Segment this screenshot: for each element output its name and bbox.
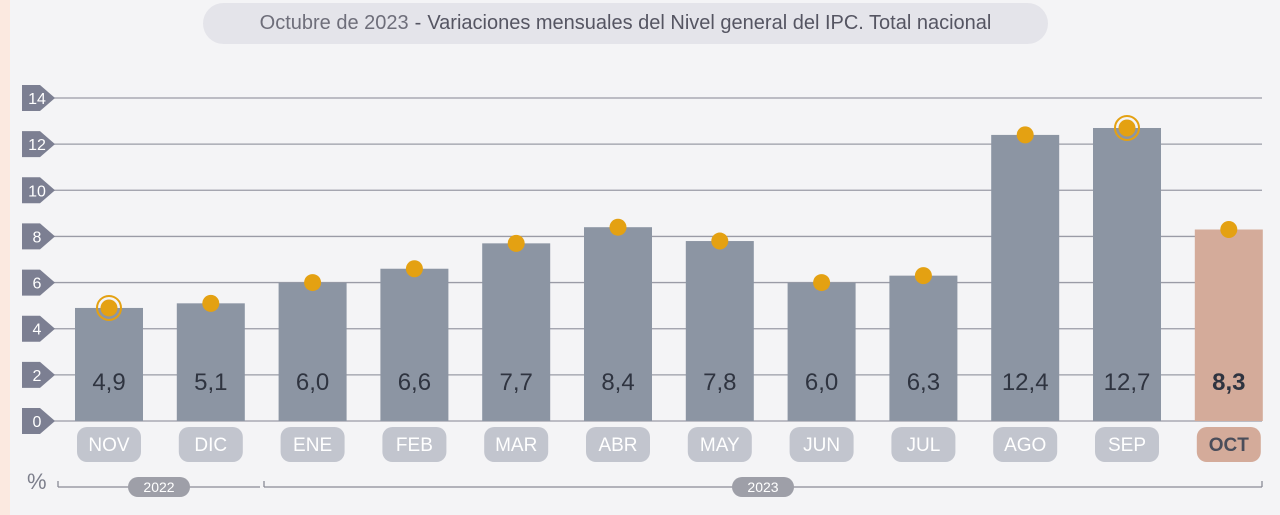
y-tick-label: 6 xyxy=(33,276,42,293)
x-label-pill xyxy=(789,427,854,462)
x-label: MAR xyxy=(495,435,537,456)
bar xyxy=(1093,127,1161,421)
marker-ring xyxy=(1114,114,1140,141)
left-accent-strip xyxy=(0,0,10,515)
y-tick-label: 4 xyxy=(33,322,42,339)
marker xyxy=(1118,119,1136,137)
value-label: 6,0 xyxy=(296,369,329,396)
x-label: JUL xyxy=(907,435,941,456)
y-axis: 0 2 4 6 8 10 12 14 xyxy=(22,85,55,434)
bar xyxy=(75,307,143,421)
marker xyxy=(914,267,932,285)
bar xyxy=(278,282,347,421)
y-tick-badge xyxy=(22,223,55,250)
y-tick-badge xyxy=(22,131,55,158)
y-tick-label: 12 xyxy=(28,137,46,154)
bar xyxy=(1194,229,1263,421)
title-text: Variaciones mensuales del Nivel general … xyxy=(427,12,992,34)
marker xyxy=(507,234,525,252)
x-label: JUN xyxy=(803,435,840,456)
value-label: 6,0 xyxy=(805,369,838,396)
title-date: Octubre de 2023 xyxy=(259,12,409,34)
x-axis-labels: NOV DIC ENE FEB MAR ABR MAY JUN JUL AGO SEP OCT xyxy=(77,427,1261,462)
marker xyxy=(609,218,627,236)
marker xyxy=(304,274,322,292)
marker-ring xyxy=(96,294,122,321)
bar xyxy=(176,303,245,421)
value-label: 7,7 xyxy=(500,369,533,396)
bar xyxy=(685,241,754,421)
chart-title: Octubre de 2023 - Variaciones mensuales … xyxy=(203,3,1048,44)
x-label: AGO xyxy=(1004,435,1046,456)
year-groups: 2022 2023 xyxy=(57,477,1263,497)
y-tick-label: 14 xyxy=(28,91,46,108)
y-tick-badge xyxy=(22,177,55,204)
x-label: NOV xyxy=(88,435,130,456)
title-separator: - xyxy=(414,12,422,34)
marker xyxy=(100,299,118,317)
x-label: SEP xyxy=(1108,435,1146,456)
x-label: ENE xyxy=(293,435,332,456)
unit-label: % xyxy=(27,469,47,494)
value-labels: 4,9 5,1 6,0 6,6 7,7 8,4 7,8 6,0 6,3 12,4 12,7 8,3 xyxy=(92,369,1245,396)
value-label: 12,4 xyxy=(1002,369,1049,396)
markers xyxy=(96,114,1238,321)
marker xyxy=(813,274,831,292)
x-label-pill xyxy=(1196,427,1261,462)
x-label: FEB xyxy=(396,435,433,456)
y-tick-badge xyxy=(22,269,55,296)
marker xyxy=(1016,126,1034,144)
marker xyxy=(405,260,423,278)
y-tick-label: 2 xyxy=(33,368,42,385)
value-label: 6,3 xyxy=(907,369,940,396)
value-label: 12,7 xyxy=(1104,369,1151,396)
x-label-pill xyxy=(1095,427,1159,462)
year-label: 2022 xyxy=(143,479,174,495)
x-label-pill xyxy=(77,427,141,462)
y-tick-badge xyxy=(22,85,55,111)
y-tick-label: 0 xyxy=(33,414,42,431)
x-label: OCT xyxy=(1209,435,1250,456)
bar xyxy=(787,282,856,421)
x-label: MAY xyxy=(700,435,740,456)
value-label: 8,4 xyxy=(601,369,634,396)
year-label: 2023 xyxy=(747,479,778,495)
x-label-pill xyxy=(586,427,650,462)
value-label: 5,1 xyxy=(194,369,227,396)
bar xyxy=(380,268,449,421)
x-label-pill xyxy=(891,427,956,462)
x-label-pill xyxy=(280,427,345,462)
year-pill xyxy=(732,477,794,497)
marker xyxy=(711,232,729,250)
bar xyxy=(889,275,958,421)
marker xyxy=(202,294,220,312)
value-label: 6,6 xyxy=(398,369,431,396)
y-tick-label: 8 xyxy=(33,229,42,246)
y-tick-badge xyxy=(22,361,55,388)
value-label: 8,3 xyxy=(1212,369,1245,396)
value-label: 4,9 xyxy=(92,369,125,396)
value-label: 7,8 xyxy=(703,369,736,396)
x-label: DIC xyxy=(194,435,227,456)
marker xyxy=(1220,221,1238,239)
bar xyxy=(584,227,652,421)
bar xyxy=(991,134,1060,421)
x-label-pill xyxy=(484,427,549,462)
x-label-pill xyxy=(178,427,243,462)
x-label: ABR xyxy=(598,435,637,456)
year-pill xyxy=(128,477,190,497)
x-label-pill xyxy=(382,427,447,462)
bars xyxy=(75,127,1263,421)
y-tick-badge xyxy=(22,315,55,342)
y-tick-label: 10 xyxy=(28,183,46,200)
bar xyxy=(482,243,551,421)
y-tick-badge xyxy=(22,408,55,434)
x-label-pill xyxy=(687,427,752,462)
x-label-pill xyxy=(993,427,1058,462)
